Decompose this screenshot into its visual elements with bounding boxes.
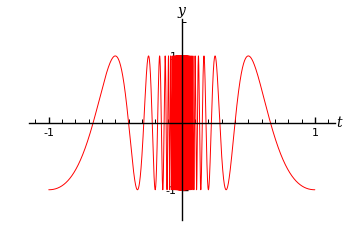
Text: t: t [336, 116, 342, 130]
Text: y: y [178, 4, 186, 18]
